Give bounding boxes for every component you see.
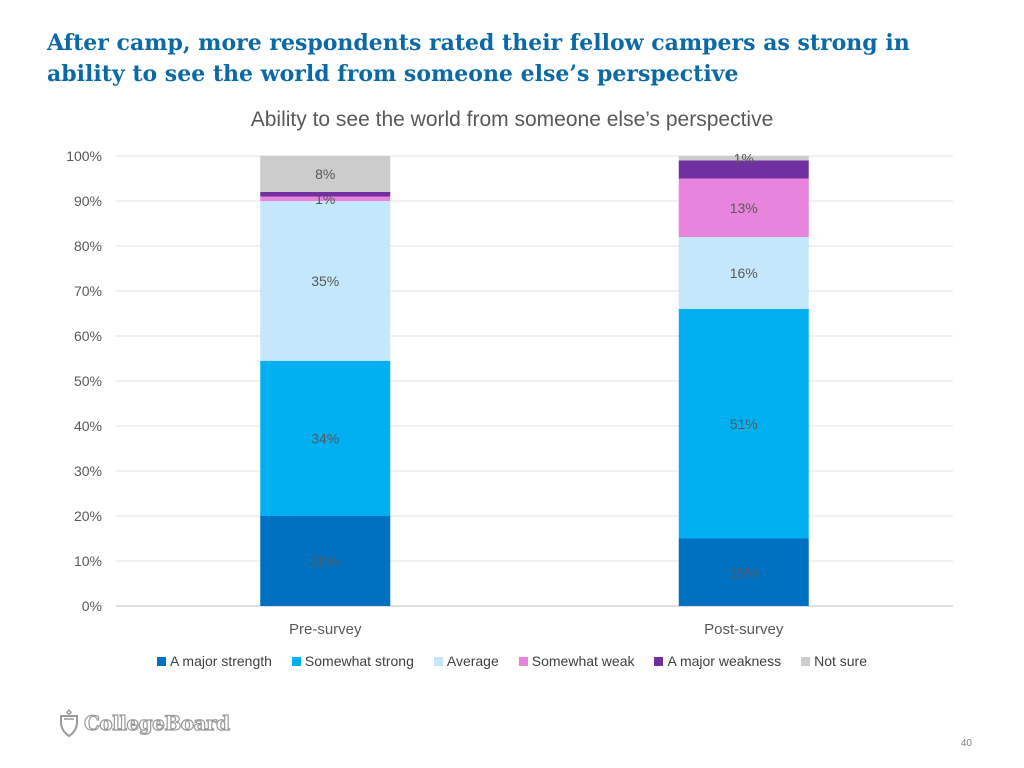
bar-segment (678, 178, 809, 237)
data-label: 1% (734, 150, 754, 166)
legend-label: Somewhat strong (304, 653, 414, 669)
bar-segment (678, 160, 809, 179)
bar-segment (260, 156, 391, 192)
x-category-label: Pre-survey (289, 621, 362, 638)
data-label: 51% (730, 416, 758, 432)
page-number: 40 (960, 738, 972, 749)
chart-title: Ability to see the world from someone el… (250, 108, 774, 131)
legend-item: A major strength (156, 653, 272, 669)
logo-text: CollegeBoard (83, 710, 230, 735)
legend-swatch (156, 656, 166, 666)
legend-label: Not sure (814, 653, 868, 669)
legend-label: A major weakness (667, 653, 782, 669)
legend-swatch (654, 656, 664, 666)
bar-segment (678, 309, 809, 539)
bar-segment (260, 201, 391, 361)
collegeboard-logo: CollegeBoard (58, 708, 231, 738)
y-tick-label: 80% (74, 238, 102, 254)
data-label: 20% (311, 553, 339, 569)
bar-segment (260, 360, 391, 516)
x-category-label: Post-survey (704, 621, 784, 638)
legend-label: Average (446, 653, 499, 669)
slide-title: After camp, more respondents rated their… (47, 30, 910, 87)
bar-segment (260, 516, 391, 606)
bar-segment (678, 538, 809, 606)
legend-item: Somewhat strong (291, 653, 414, 669)
legend-item: A major weakness (654, 653, 781, 669)
legend-item: Not sure (801, 653, 867, 669)
bar-segment (678, 237, 809, 309)
data-label: 15% (730, 564, 758, 580)
y-tick-label: 60% (74, 328, 102, 344)
bar-segment (678, 156, 809, 161)
legend-swatch (433, 656, 443, 666)
y-tick-label: 0% (82, 598, 102, 614)
legend-swatch (291, 656, 301, 666)
y-tick-label: 70% (74, 283, 102, 299)
acorn-icon (60, 708, 78, 738)
legend-swatch (518, 656, 528, 666)
y-tick-label: 30% (74, 463, 102, 479)
y-tick-label: 40% (74, 418, 102, 434)
data-label: 34% (311, 430, 339, 446)
data-label: 8% (315, 166, 335, 182)
bar-segment (260, 196, 391, 201)
legend-item: Somewhat weak (518, 653, 635, 669)
y-tick-label: 20% (74, 508, 102, 524)
chart-legend: A major strength Somewhat strong Average So… (0, 653, 1024, 669)
y-tick-label: 10% (74, 553, 102, 569)
data-label: 13% (730, 200, 758, 216)
legend-item: Average (433, 653, 499, 669)
bar-segment (260, 192, 391, 197)
legend-swatch (801, 656, 811, 666)
data-label: 35% (311, 273, 339, 289)
legend-label: Somewhat weak (531, 653, 635, 669)
y-tick-label: 50% (74, 373, 102, 389)
y-tick-label: 100% (66, 148, 102, 164)
legend-label: A major strength (169, 653, 272, 669)
data-label: 16% (730, 265, 758, 281)
y-tick-label: 90% (74, 193, 102, 209)
